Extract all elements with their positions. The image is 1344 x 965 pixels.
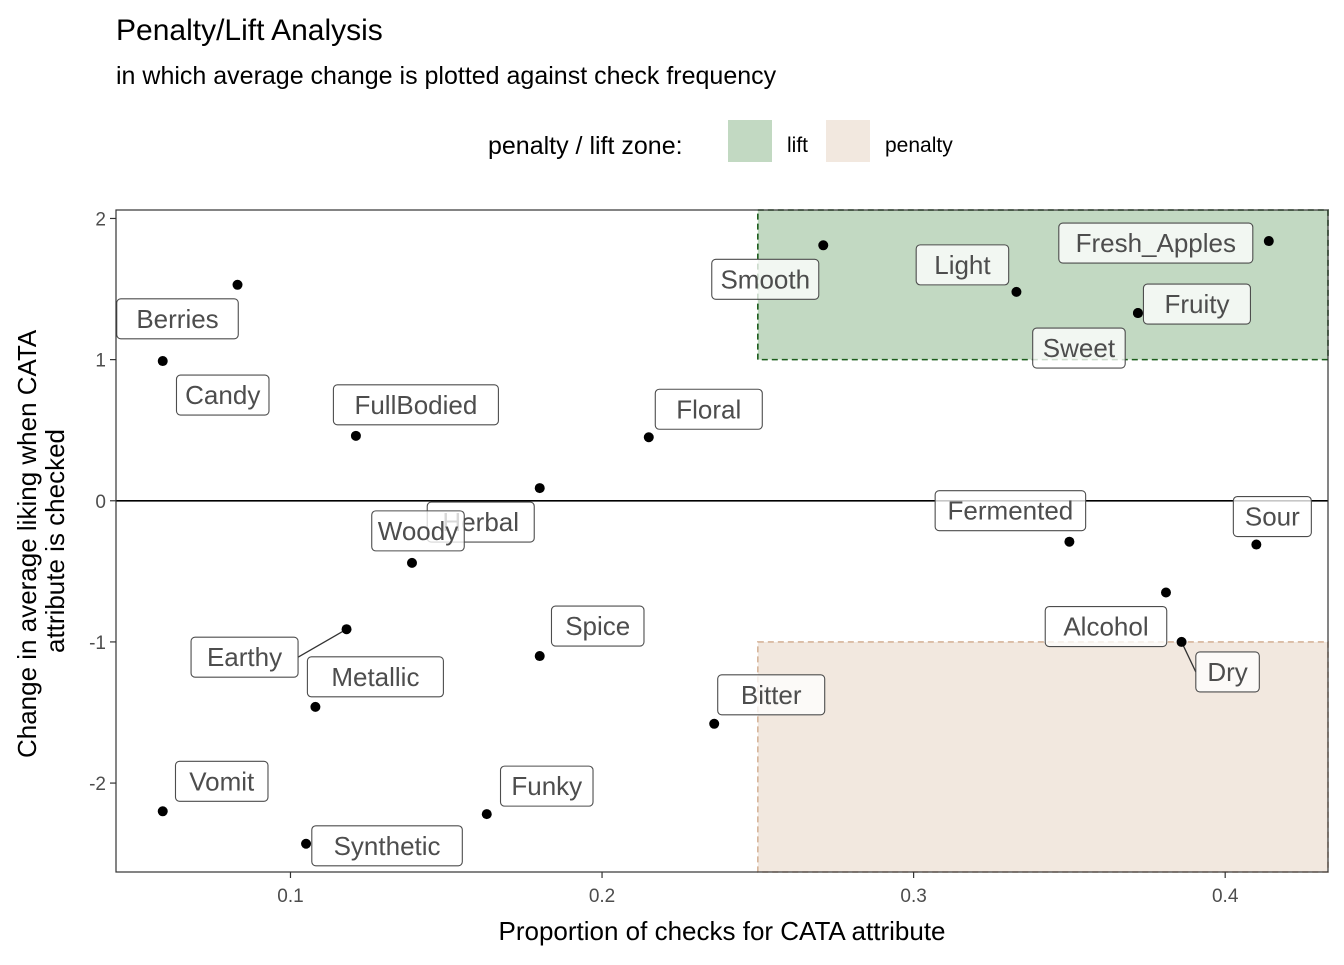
- label-box-smooth: [711, 258, 820, 300]
- y-tick-label: -2: [89, 774, 106, 795]
- x-tick-label: 0.2: [589, 886, 615, 907]
- point-woody: [406, 557, 417, 568]
- panel-border: [115, 209, 1329, 873]
- label-box-fruity: [1142, 283, 1251, 325]
- label-box-earthy: [190, 636, 299, 678]
- point-label-dry: Dry: [1207, 657, 1247, 687]
- y-tick-label: 1: [95, 351, 106, 372]
- label-box-fermented: [934, 490, 1087, 532]
- x-tick-label: 0.1: [277, 886, 303, 907]
- label-box-synthetic: [311, 825, 463, 867]
- point-label-bitter: Bitter: [741, 680, 802, 710]
- point-herbal: [534, 483, 545, 494]
- label-box-metallic: [306, 656, 444, 698]
- legend-label-penalty: penalty: [885, 134, 953, 157]
- legend-label-lift: lift: [787, 134, 808, 157]
- x-tick-label: 0.3: [900, 886, 926, 907]
- point-berries: [232, 279, 243, 290]
- x-axis-title: Proportion of checks for CATA attribute: [498, 916, 945, 946]
- legend-title: penalty / lift zone:: [488, 132, 683, 160]
- point-label-spice: Spice: [565, 611, 630, 641]
- label-box-alcohol: [1044, 605, 1168, 648]
- y-tick-label: 2: [95, 209, 106, 230]
- leader-line-dry: [1180, 641, 1197, 673]
- x-tick-label: 0.4: [1212, 886, 1239, 907]
- point-earthy: [341, 624, 352, 635]
- point-sweet: [1132, 308, 1143, 319]
- label-box-light: [915, 244, 1010, 286]
- point-label-fresh-apples: Fresh_Apples: [1076, 228, 1236, 258]
- point-funky: [481, 809, 492, 820]
- point-smooth: [818, 240, 829, 251]
- point-label-funky: Funky: [511, 771, 582, 801]
- point-bitter: [709, 718, 720, 729]
- point-label-smooth: Smooth: [720, 264, 810, 294]
- point-label-fermented: Fermented: [948, 496, 1074, 526]
- label-box-funky: [499, 765, 594, 807]
- label-box-berries: [116, 298, 239, 340]
- label-box-fresh-apples: [1058, 222, 1254, 264]
- leader-line-earthy: [297, 628, 347, 658]
- point-floral: [643, 432, 654, 443]
- point-label-metallic: Metallic: [331, 662, 419, 692]
- point-label-earthy: Earthy: [207, 642, 282, 672]
- point-dry: [1176, 636, 1187, 647]
- point-candy: [157, 356, 168, 367]
- y-axis-title-line2: attribute is checked: [40, 429, 70, 653]
- point-label-light: Light: [934, 250, 991, 280]
- y-axis-title-line1: Change in average liking when CATA: [12, 329, 42, 758]
- point-spice: [534, 651, 545, 662]
- point-label-synthetic: Synthetic: [334, 831, 441, 861]
- point-label-sour: Sour: [1245, 502, 1300, 532]
- legend-swatch-penalty: [826, 120, 870, 162]
- point-label-candy: Candy: [185, 380, 260, 410]
- y-tick-label: 0: [95, 492, 106, 513]
- point-label-woody: Woody: [378, 516, 458, 546]
- label-box-fullbodied: [332, 384, 499, 426]
- y-axis: 2 1 0 -1 -2: [89, 209, 116, 795]
- label-box-woody: [371, 510, 465, 552]
- label-box-sweet: [1032, 327, 1126, 369]
- point-fullbodied: [350, 430, 361, 441]
- point-label-vomit: Vomit: [189, 766, 255, 796]
- point-label-sweet: Sweet: [1043, 333, 1116, 363]
- label-box-sour: [1232, 495, 1312, 538]
- point-light: [1011, 286, 1022, 297]
- point-sour: [1251, 539, 1262, 550]
- point-synthetic: [301, 838, 312, 849]
- label-box-spice: [550, 605, 645, 647]
- point-metallic: [310, 701, 321, 712]
- point-fermented: [1064, 536, 1075, 547]
- point-fresh-apples: [1263, 236, 1274, 247]
- label-box-bitter: [717, 674, 826, 716]
- point-label-alcohol: Alcohol: [1063, 612, 1148, 642]
- point-label-fruity: Fruity: [1164, 289, 1229, 319]
- point-vomit: [157, 806, 168, 817]
- label-box-candy: [175, 374, 270, 416]
- point-label-fullbodied: FullBodied: [354, 390, 477, 420]
- legend-swatch-lift: [728, 120, 772, 162]
- point-label-floral: Floral: [676, 394, 741, 424]
- chart-subtitle: in which average change is plotted again…: [116, 62, 777, 90]
- points-layer: [157, 236, 1274, 849]
- y-tick-label: -1: [89, 633, 106, 654]
- label-box-dry: [1195, 651, 1260, 693]
- legend: penalty / lift zone: lift penalty: [488, 120, 953, 162]
- x-axis: 0.1 0.2 0.3 0.4: [277, 872, 1239, 907]
- label-box-vomit: [174, 760, 269, 802]
- point-alcohol: [1160, 587, 1171, 598]
- leader-lines-layer: [297, 628, 1197, 673]
- chart-title: Penalty/Lift Analysis: [116, 14, 383, 47]
- y-axis-title: Change in average liking when CATA attri…: [12, 324, 70, 758]
- label-box-floral: [654, 388, 763, 430]
- point-label-berries: Berries: [136, 304, 218, 334]
